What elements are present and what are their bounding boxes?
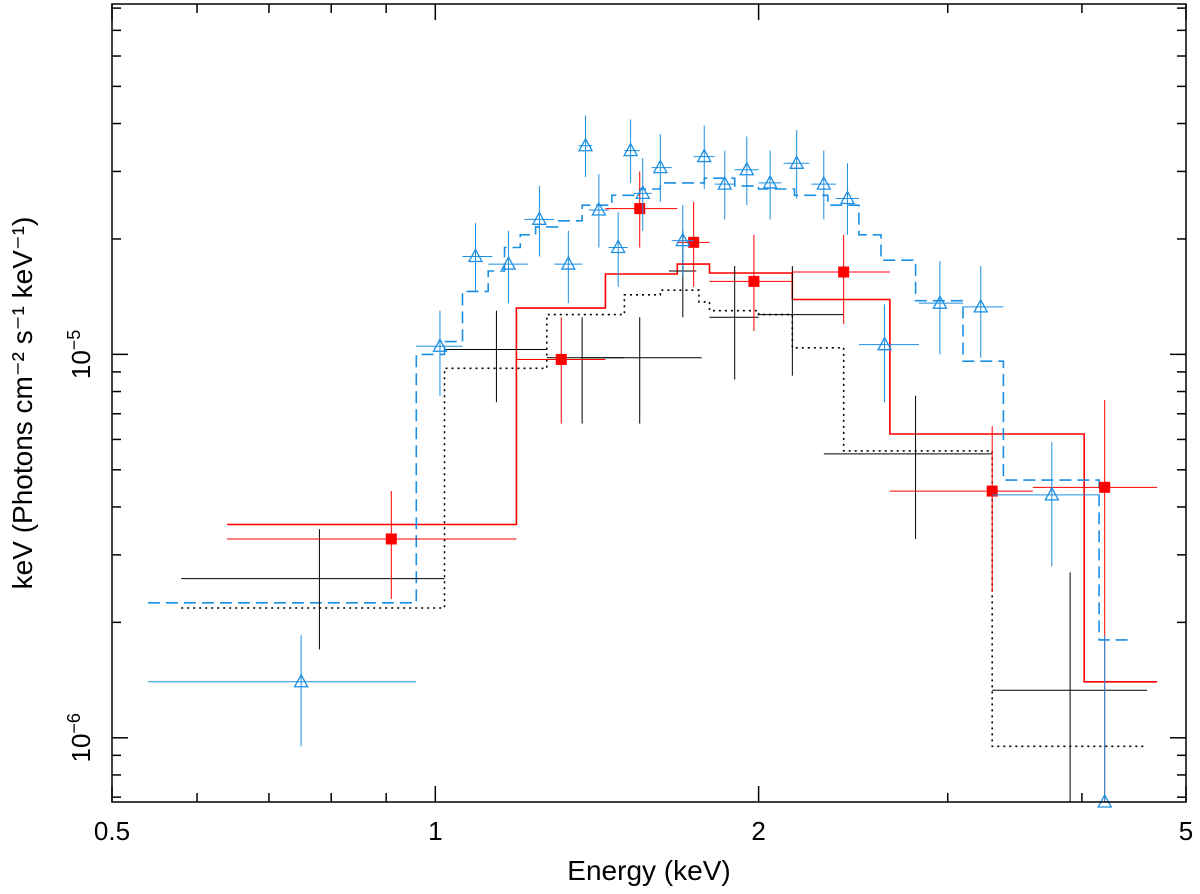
data-point-blue-18 (783, 129, 810, 199)
data-point-red-4 (677, 201, 710, 287)
triangle-marker (623, 142, 639, 157)
data-point-blue-9 (608, 212, 628, 287)
triangle-marker (717, 175, 733, 190)
data-point-blue-5 (524, 185, 555, 257)
axis-ticks (111, 4, 1187, 802)
square-marker (555, 353, 567, 365)
data-point-blue-21 (858, 304, 919, 403)
data-point-blue-12 (651, 134, 672, 202)
triangle-marker (696, 148, 712, 163)
data-point-red-1 (227, 491, 517, 600)
data-point-blue-25 (1097, 635, 1113, 808)
triangle-marker (560, 255, 576, 270)
triangle-marker (1097, 793, 1113, 808)
data-point-black-8 (823, 395, 993, 539)
triangle-marker (531, 210, 547, 225)
data-point-blue-7 (577, 115, 594, 178)
data-point-blue-24 (992, 442, 1100, 567)
triangle-marker (839, 190, 856, 205)
square-marker (1099, 481, 1111, 493)
triangle-marker (739, 161, 755, 176)
data-point-blue-4 (488, 230, 529, 304)
data-points (147, 115, 1158, 808)
data-point-red-7 (889, 426, 1033, 593)
triangle-marker (876, 336, 893, 351)
square-marker (385, 533, 397, 545)
triangle-marker (500, 255, 517, 270)
data-point-blue-14 (693, 125, 715, 189)
square-marker (986, 485, 998, 497)
data-point-red-2 (516, 317, 606, 424)
x-tick-label: 0.5 (94, 816, 130, 846)
triangle-marker (635, 184, 651, 200)
data-point-blue-8 (588, 174, 609, 248)
x-tick-labels: 0.5 1 2 5 (94, 816, 1193, 846)
data-point-red-5 (709, 234, 793, 332)
model-lines (147, 177, 1158, 748)
data-point-blue-17 (758, 150, 782, 220)
y-tick-label: 10−5 (64, 330, 96, 379)
square-marker (688, 236, 700, 248)
triangle-marker (577, 137, 594, 152)
data-point-blue-6 (554, 230, 583, 304)
triangle-marker (293, 673, 309, 688)
triangle-marker (762, 174, 778, 189)
triangle-marker (789, 154, 805, 169)
model-line-red (227, 263, 1158, 683)
triangle-marker (675, 232, 691, 247)
data-point-blue-23 (963, 266, 1004, 358)
data-point-blue-3 (462, 223, 493, 293)
y-tick-label: 10−6 (64, 713, 96, 762)
triangle-marker (1044, 486, 1060, 501)
model-line-blue (147, 177, 1129, 641)
data-point-blue-20 (835, 163, 859, 235)
data-point-black-6 (709, 266, 759, 380)
triangle-marker (932, 294, 948, 309)
data-point-black-7 (758, 266, 844, 376)
square-marker (838, 266, 850, 278)
triangle-marker (816, 175, 832, 190)
data-point-blue-13 (671, 205, 694, 277)
plot-frame (111, 3, 1187, 803)
data-point-black-2 (444, 310, 547, 403)
x-tick-label: 1 (428, 816, 442, 846)
data-point-blue-19 (811, 150, 836, 220)
square-marker (634, 203, 646, 215)
data-point-black-4 (582, 317, 702, 424)
square-marker (748, 275, 760, 287)
y-axis-title: keV (Photons cm⁻² s⁻¹ keV⁻¹) (7, 217, 38, 590)
triangle-marker (652, 159, 668, 174)
data-point-blue-16 (734, 136, 759, 206)
data-point-blue-11 (633, 158, 652, 231)
triangle-marker (467, 248, 484, 263)
x-axis-title: Energy (keV) (567, 855, 730, 886)
data-point-black-1 (181, 529, 445, 650)
triangle-marker (591, 201, 607, 216)
x-tick-label: 5 (1179, 816, 1193, 846)
x-tick-label: 2 (751, 816, 765, 846)
triangle-marker (432, 337, 448, 352)
data-point-black-3 (546, 317, 625, 424)
data-point-blue-22 (918, 261, 964, 355)
triangle-marker (610, 239, 626, 254)
data-point-red-6 (792, 234, 890, 325)
data-point-blue-15 (714, 150, 735, 220)
triangle-marker (973, 298, 989, 313)
data-point-blue-1 (147, 635, 417, 747)
data-point-blue-2 (416, 310, 463, 396)
y-tick-labels: 10−6 10−5 (64, 330, 96, 763)
data-point-blue-10 (623, 119, 640, 183)
model-line-black (181, 289, 1148, 748)
data-point-red-3 (605, 171, 678, 248)
data-point-black-9 (992, 572, 1148, 802)
